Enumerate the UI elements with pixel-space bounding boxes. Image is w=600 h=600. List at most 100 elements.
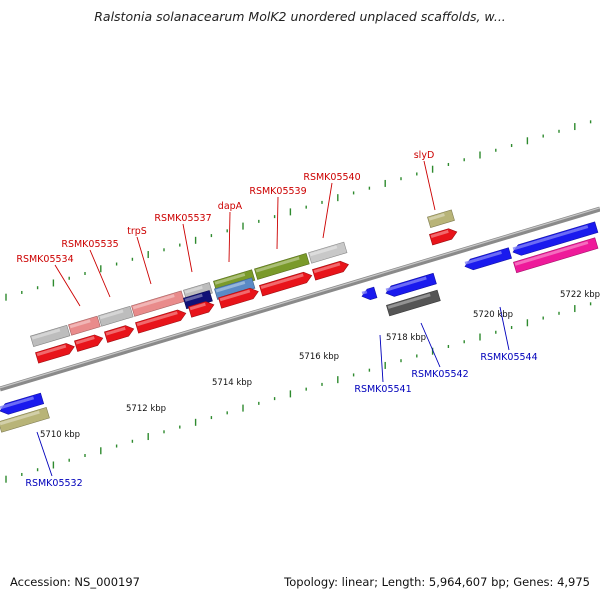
gene-forward-5-shine bbox=[219, 289, 251, 302]
gene-forward-0-shape bbox=[35, 343, 75, 364]
gene-reverse-2 bbox=[385, 272, 437, 297]
leader-line-top bbox=[136, 236, 152, 285]
leader-line-top bbox=[423, 160, 436, 211]
feature-upper-4-shine bbox=[184, 285, 203, 294]
gene-label-bottom: RSMK05541 bbox=[354, 384, 411, 395]
feature-upper-0 bbox=[30, 324, 71, 348]
gene-forward-7-shape bbox=[312, 260, 349, 281]
feature-upper-blue bbox=[214, 277, 256, 300]
gene-forward-6 bbox=[259, 271, 313, 297]
feature-lower-pink bbox=[513, 237, 599, 274]
backbone-line bbox=[0, 206, 600, 392]
gene-forward-3-shine bbox=[136, 311, 178, 327]
feature-lower-gray bbox=[386, 289, 441, 317]
feature-upper-8-shape bbox=[427, 209, 455, 228]
gene-label-bottom: RSMK05542 bbox=[411, 369, 468, 380]
map-title: Ralstonia solanacearum MolK2 unordered u… bbox=[94, 9, 506, 24]
feature-upper-8-shine bbox=[428, 213, 445, 221]
gene-forward-5 bbox=[218, 287, 259, 309]
feature-upper-6 bbox=[254, 253, 310, 280]
gene-forward-8-shine bbox=[430, 229, 449, 238]
gene-forward-1 bbox=[74, 334, 104, 352]
gene-forward-3-shape bbox=[135, 309, 187, 334]
gene-reverse-4 bbox=[512, 221, 599, 256]
feature-upper-2-shape bbox=[98, 305, 134, 327]
gene-forward-2 bbox=[104, 325, 135, 343]
gene-forward-0-shine bbox=[36, 344, 67, 357]
leader-line-top bbox=[89, 249, 111, 298]
gene-forward-3 bbox=[135, 309, 187, 334]
scale-tick-label: 5710 kbp bbox=[40, 430, 80, 440]
gene-reverse-3 bbox=[464, 247, 512, 271]
gene-label-top: RSMK05534 bbox=[16, 254, 73, 265]
gene-forward-2-shine bbox=[105, 326, 126, 336]
gene-label-top: RSMK05539 bbox=[249, 186, 306, 197]
leader-line-bottom bbox=[420, 322, 441, 368]
gene-label-top: slyD bbox=[414, 150, 435, 161]
feature-upper-5-shine bbox=[214, 272, 246, 285]
feature-upper-dark bbox=[183, 290, 213, 310]
leader-line-top bbox=[182, 223, 193, 273]
feature-upper-1 bbox=[68, 315, 101, 336]
leader-line-bottom bbox=[499, 306, 510, 351]
scale-tick-label: 5720 kbp bbox=[473, 310, 513, 320]
feature-upper-8 bbox=[427, 209, 455, 228]
gene-forward-2-shape bbox=[104, 325, 135, 343]
backbone-highlight bbox=[0, 207, 600, 389]
feature-upper-0-shape bbox=[30, 324, 71, 348]
gene-reverse-0 bbox=[0, 392, 45, 415]
scale-tick-label: 5712 kbp bbox=[126, 404, 166, 414]
gene-reverse-1 bbox=[361, 286, 378, 300]
accession-label: Accession: NS_000197 bbox=[10, 575, 140, 589]
feature-upper-3-shine bbox=[132, 294, 175, 310]
feature-upper-dark-shine bbox=[184, 293, 203, 302]
gene-label-top: dapA bbox=[218, 201, 243, 212]
gene-label-top: RSMK05535 bbox=[61, 239, 118, 250]
feature-upper-1-shine bbox=[69, 319, 91, 329]
gene-forward-4-shine bbox=[189, 302, 206, 311]
feature-lower-0-shine bbox=[0, 410, 40, 426]
gene-label-top: RSMK05537 bbox=[154, 213, 211, 224]
feature-upper-1-shape bbox=[68, 315, 101, 336]
leader-line-bottom bbox=[379, 334, 384, 383]
gene-forward-0 bbox=[35, 343, 75, 364]
gene-reverse-3-shape bbox=[464, 247, 512, 271]
gene-forward-6-shape bbox=[259, 271, 313, 297]
feature-upper-7 bbox=[308, 241, 348, 264]
leader-line-bottom bbox=[36, 431, 53, 477]
leader-line-top bbox=[228, 211, 231, 263]
gene-labels: RSMK05534 RSMK05535 trpS RSMK05537 dapA RSMK0… bbox=[16, 150, 537, 489]
gene-forward-8-shape bbox=[429, 228, 458, 246]
leader-line-top bbox=[322, 182, 333, 239]
gene-forward-7-shine bbox=[313, 262, 341, 274]
gene-forward-6-shine bbox=[260, 273, 304, 289]
feature-upper-7-shine bbox=[309, 245, 338, 257]
scale-tick-labels: 5710 kbp 5712 kbp 5714 kbp 5716 kbp 5718 kbp… bbox=[40, 290, 600, 440]
gene-features bbox=[0, 209, 599, 433]
feature-lower-0 bbox=[0, 406, 50, 433]
gene-forward-4 bbox=[188, 301, 215, 318]
gene-forward-7 bbox=[312, 260, 349, 281]
gene-reverse-3-shine bbox=[464, 250, 502, 265]
feature-upper-7-shape bbox=[308, 241, 348, 264]
gene-forward-5-shape bbox=[218, 287, 259, 309]
leader-line-top bbox=[54, 264, 81, 307]
gene-label-top: RSMK05540 bbox=[303, 172, 360, 183]
feature-upper-6-shine bbox=[255, 256, 300, 273]
scale-tick-label: 5716 kbp bbox=[299, 352, 339, 362]
feature-upper-2-shine bbox=[99, 309, 124, 320]
scale-tick-label: 5714 kbp bbox=[212, 378, 252, 388]
gene-reverse-1-shape bbox=[361, 286, 378, 300]
gene-label-top: trpS bbox=[127, 226, 147, 237]
gene-forward-4-shape bbox=[188, 301, 215, 318]
gene-reverse-2-shine bbox=[385, 276, 427, 292]
gene-reverse-4-shine bbox=[512, 225, 589, 251]
feature-lower-pink-shine bbox=[514, 241, 589, 266]
genome-summary: Topology: linear; Length: 5,964,607 bp; … bbox=[284, 575, 590, 589]
genome-backbone bbox=[0, 206, 600, 392]
gene-reverse-1-shine bbox=[361, 290, 368, 295]
scale-tick-label: 5718 kbp bbox=[386, 333, 426, 343]
feature-upper-0-shine bbox=[31, 328, 61, 340]
feature-upper-2 bbox=[98, 305, 134, 327]
